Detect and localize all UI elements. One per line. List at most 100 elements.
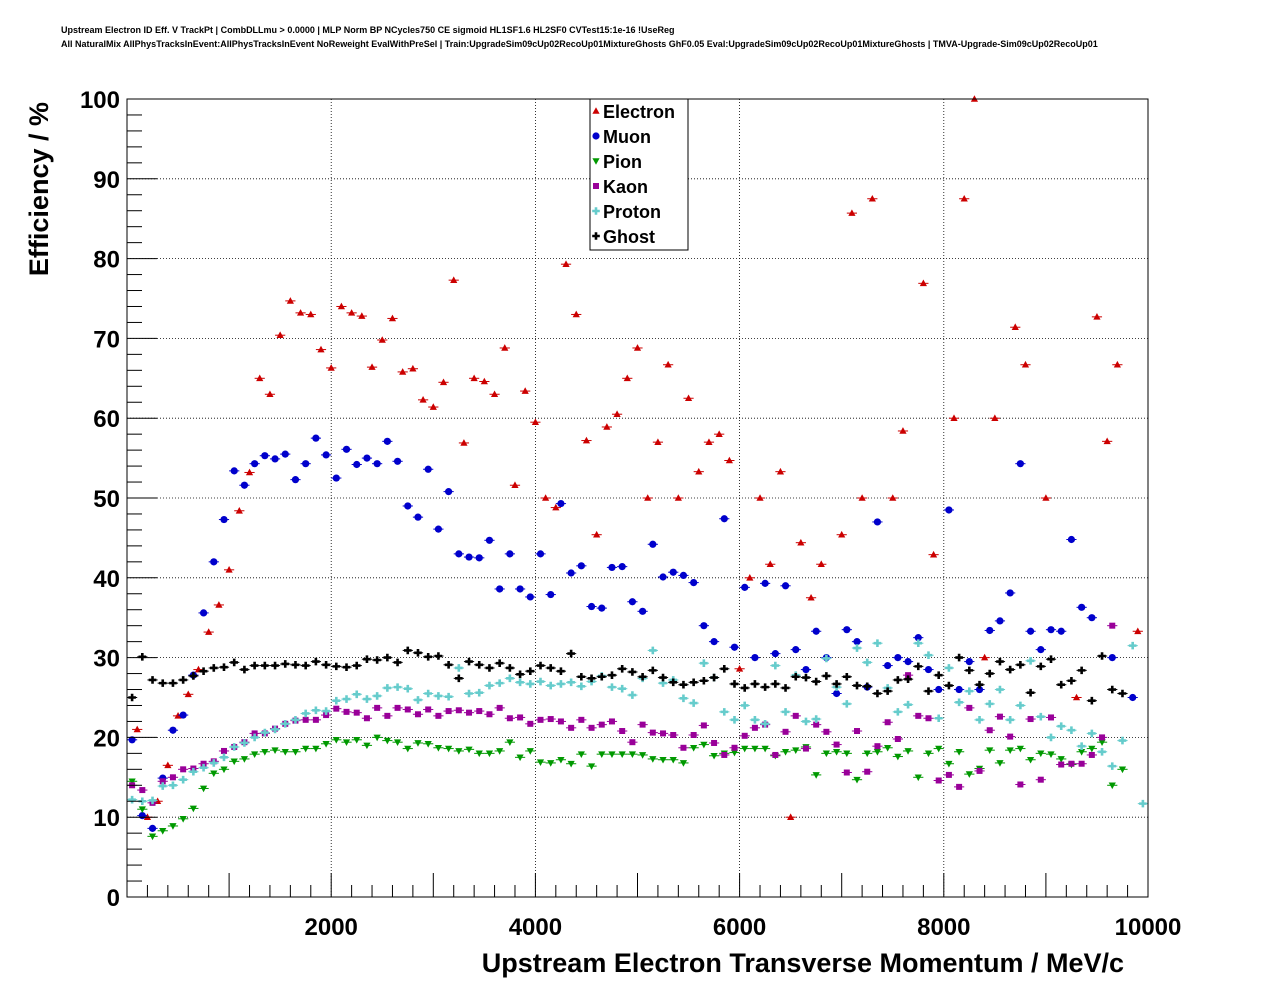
proton-point — [271, 725, 279, 734]
muon-point — [730, 643, 739, 651]
electron-point — [460, 439, 468, 446]
kaon-point — [966, 704, 973, 711]
muon-point — [128, 736, 136, 744]
muon-point — [945, 506, 953, 514]
proton-point — [506, 674, 514, 683]
proton-point — [679, 694, 688, 703]
ghost-point — [628, 668, 637, 676]
electron-point — [838, 530, 846, 538]
muon-point — [853, 638, 861, 646]
proton-point — [975, 716, 984, 724]
proton-point — [1036, 712, 1045, 721]
muon-point — [659, 573, 667, 581]
kaon-point — [414, 711, 421, 718]
muon-point — [986, 626, 994, 635]
pion-point — [639, 752, 647, 759]
pion-point — [312, 745, 320, 753]
kaon-point — [1037, 776, 1044, 783]
pion-point — [536, 759, 545, 766]
proton-point — [220, 753, 228, 762]
muon-point — [1088, 614, 1096, 622]
proton-point — [179, 775, 187, 784]
kaon-point — [374, 704, 381, 711]
muon-point — [812, 627, 820, 635]
ghost-point — [455, 674, 463, 683]
pion-point — [873, 748, 882, 756]
proton-point — [158, 782, 167, 790]
pion-point — [741, 745, 749, 753]
electron-point — [521, 387, 529, 394]
muon-point — [547, 590, 555, 599]
muon-point — [741, 583, 749, 591]
electron-point — [1021, 360, 1030, 368]
ghost-point — [975, 680, 984, 689]
kaon-point — [394, 704, 401, 711]
ghost-point — [843, 672, 851, 681]
muon-point — [434, 525, 443, 533]
electron-point — [296, 309, 305, 316]
proton-point — [444, 692, 453, 701]
electron-point — [245, 468, 254, 476]
muon-point — [587, 602, 596, 611]
y-tick-label: 60 — [93, 406, 120, 433]
proton-point — [148, 796, 157, 805]
muon-point — [1026, 627, 1035, 635]
kaon-point — [343, 708, 350, 715]
pion-point — [1016, 745, 1024, 753]
proton-point — [1088, 729, 1096, 738]
muon-point — [199, 609, 208, 617]
ghost-point — [1047, 655, 1055, 663]
legend-box — [589, 98, 689, 251]
electron-point — [1093, 313, 1101, 320]
kaon-point — [925, 715, 932, 722]
electron-point — [1011, 323, 1019, 331]
pion-point — [271, 747, 279, 754]
electron-point — [1042, 494, 1050, 501]
kaon-point — [619, 728, 626, 735]
tick-labels: 2000 4000 6000 8000 10000 0 10 20 30 40 50 60 70 80 90… — [80, 87, 1181, 941]
muon-point — [230, 467, 238, 475]
ghost-point — [832, 680, 841, 688]
kaon-point — [823, 728, 830, 735]
muon-point — [302, 460, 310, 468]
pion-point — [322, 740, 330, 748]
electron-point — [205, 628, 213, 635]
proton-point — [1006, 716, 1014, 724]
ghost-point — [1098, 652, 1106, 660]
proton-point — [689, 699, 698, 707]
pion-point — [199, 785, 208, 793]
legend-label-proton: Proton — [603, 202, 661, 222]
ghost-point — [679, 680, 688, 689]
muon-point — [506, 550, 514, 558]
x-tick-label: 10000 — [1115, 914, 1182, 941]
pion-point — [955, 748, 963, 756]
kaon-point — [598, 721, 605, 728]
ghost-point — [883, 687, 892, 695]
muon-point — [792, 646, 800, 654]
electron-point — [501, 344, 509, 351]
pion-point — [169, 823, 177, 830]
electron-point — [807, 593, 815, 601]
legend-label-electron: Electron — [603, 102, 675, 122]
kaon-point — [751, 724, 758, 731]
ghost-point — [1057, 680, 1066, 689]
muon-point — [516, 585, 524, 593]
proton-point — [761, 720, 769, 728]
muon-point — [138, 812, 146, 820]
muon-point — [179, 711, 187, 719]
muon-point — [322, 451, 330, 459]
kaon-point — [996, 713, 1003, 720]
muon-point — [802, 665, 810, 674]
electron-point — [960, 194, 968, 202]
muon-point — [342, 445, 351, 453]
muon-point — [628, 598, 636, 606]
proton-point — [261, 728, 269, 737]
kaon-point — [1099, 734, 1106, 741]
y-tick-label: 0 — [107, 885, 120, 912]
kaon-point — [894, 735, 901, 742]
kaon-point — [169, 774, 176, 781]
pion-point — [557, 756, 565, 764]
proton-point — [904, 700, 912, 709]
ghost-point — [1036, 662, 1045, 671]
proton-point — [955, 698, 963, 707]
